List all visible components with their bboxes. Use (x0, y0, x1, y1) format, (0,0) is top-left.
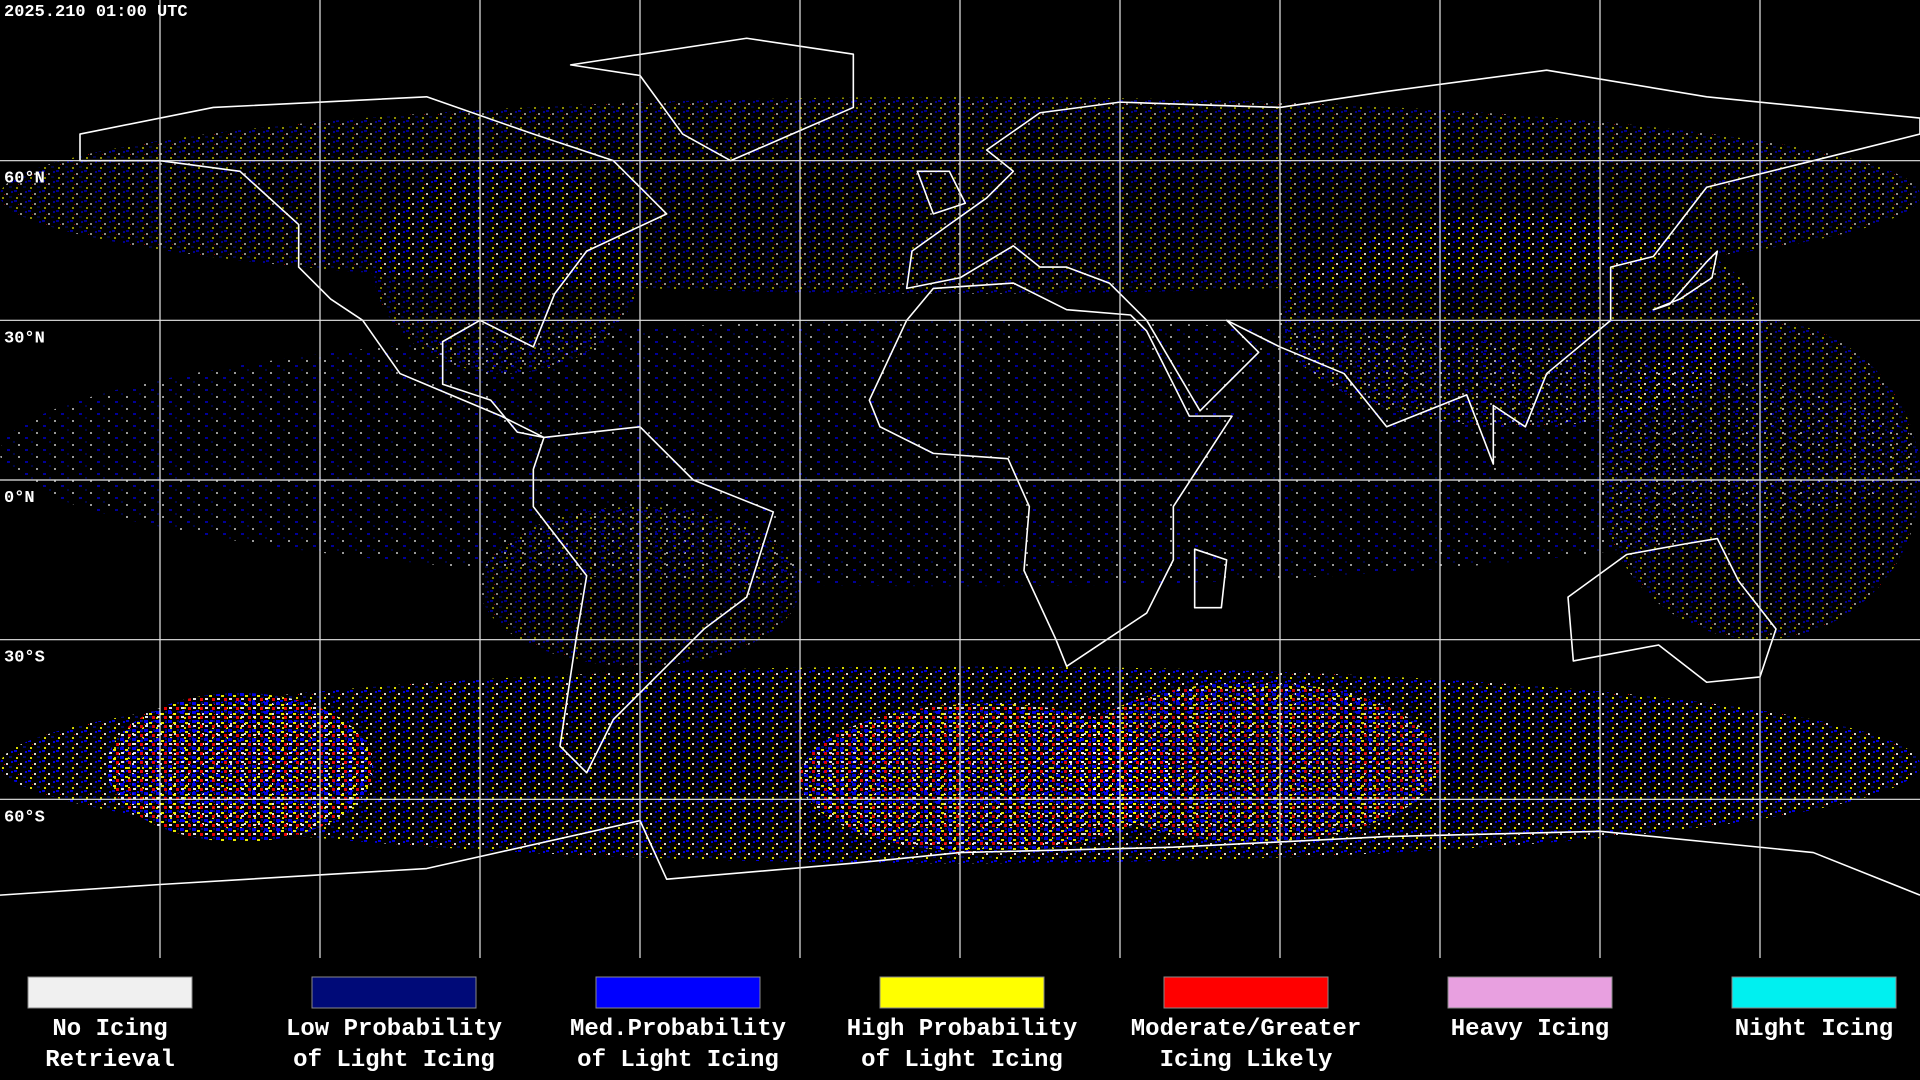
coastline (1567, 537, 1777, 684)
latitude-label: 60°S (4, 808, 45, 827)
coastline (1652, 250, 1719, 311)
coastline (1193, 548, 1228, 609)
latitude-label: 30°S (4, 649, 45, 668)
legend-label: of Light Icing (577, 1047, 779, 1074)
legend-label: of Light Icing (293, 1047, 495, 1074)
legend-label: Heavy Icing (1451, 1016, 1609, 1043)
antarctic-coastline (0, 819, 1920, 896)
legend-swatch (311, 976, 477, 1009)
legend-label: High Probability (847, 1016, 1077, 1043)
legend-label: Icing Likely (1160, 1047, 1333, 1074)
latitude-label: 60°N (4, 170, 45, 189)
icing-speckle-area (1066, 682, 1441, 842)
latitude-label: 30°N (4, 329, 45, 348)
legend-label: Med.Probability (570, 1016, 786, 1043)
legend-label: Night Icing (1735, 1016, 1893, 1043)
legend-swatch (1731, 976, 1897, 1009)
graticule (0, 0, 1920, 958)
legend-swatch (595, 976, 761, 1009)
latitude-label: 0°N (4, 489, 35, 508)
latitude-labels: 60°N 30°N 0°N 30°S 60°S (4, 170, 45, 828)
icing-speckle-area (373, 160, 640, 374)
legend-label: of Light Icing (861, 1047, 1063, 1074)
coastline (868, 282, 1233, 668)
coastline (532, 425, 775, 774)
legend-label: Moderate/Greater (1131, 1016, 1361, 1043)
legend-label: Low Probability (286, 1016, 502, 1043)
legend-swatch (1163, 976, 1329, 1009)
legend-swatch (27, 976, 193, 1009)
icing-speckle-area (106, 692, 374, 842)
coastline (569, 37, 855, 162)
timestamp: 2025.210 01:00 UTC (4, 3, 188, 22)
legend: No Icing Retrieval Low Probability of Light… (27, 976, 1897, 1074)
legend-label: No Icing (52, 1016, 167, 1043)
coastline (916, 170, 967, 215)
legend-swatch (1447, 976, 1613, 1009)
legend-swatch (879, 976, 1045, 1009)
legend-label: Retrieval (45, 1047, 175, 1074)
